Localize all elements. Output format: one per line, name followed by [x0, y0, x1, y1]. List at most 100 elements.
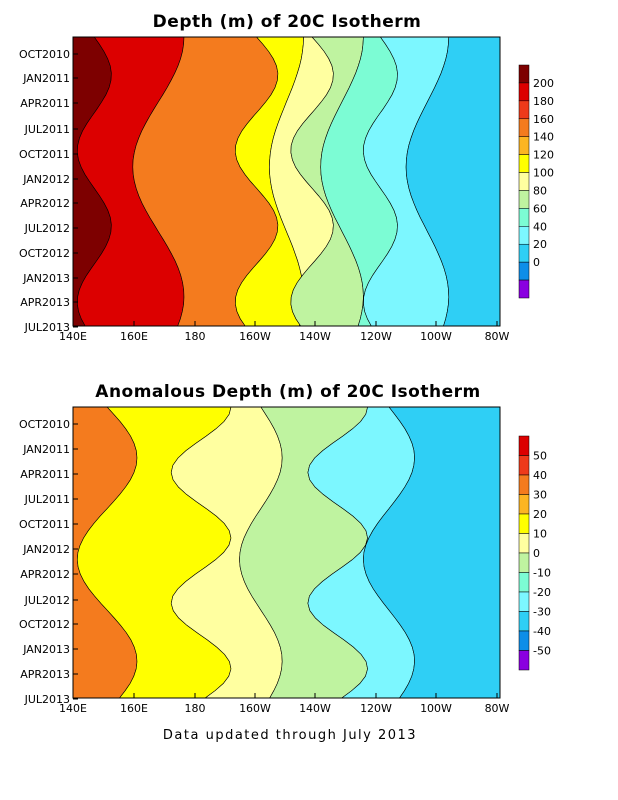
- colorbar-label: 40: [533, 220, 547, 233]
- y-tick-label: JAN2013: [22, 643, 70, 656]
- colorbar-label: 120: [533, 149, 554, 162]
- y-tick-label: APR2011: [20, 468, 70, 481]
- anomaly-colorbar: 50 40 30 20 10 0 -10 -20 -30 -40 -50: [518, 435, 551, 671]
- colorbar-swatch: [518, 455, 530, 476]
- depth-heatmap-field: [73, 37, 500, 326]
- x-tick-label: 160W: [239, 702, 271, 715]
- colorbar-swatch: [518, 533, 530, 554]
- colorbar-label: 20: [533, 508, 547, 521]
- x-tick-label: 120W: [360, 330, 392, 343]
- colorbar-label: 0: [533, 256, 540, 269]
- x-tick-label: 160E: [120, 702, 148, 715]
- colorbar-swatch: [518, 261, 530, 281]
- y-tick-label: APR2012: [20, 197, 70, 210]
- colorbar-label: -30: [533, 606, 551, 619]
- colorbar-label: -40: [533, 625, 551, 638]
- colorbar-swatch: [518, 154, 530, 173]
- colorbar-swatch: [518, 513, 530, 534]
- y-tick-label: OCT2010: [19, 418, 70, 431]
- depth-chart-title: Depth (m) of 20C Isotherm: [153, 12, 422, 32]
- y-tick-label: OCT2010: [19, 48, 70, 61]
- anomaly-heatmap-field: [73, 407, 500, 698]
- y-tick-label: JUL2012: [24, 594, 70, 607]
- colorbar-label: 180: [533, 95, 554, 108]
- colorbar-label: 200: [533, 77, 554, 90]
- colorbar-swatch: [518, 100, 530, 120]
- x-tick-label: 80W: [485, 330, 510, 343]
- depth-plot-frame: [72, 36, 501, 327]
- colorbar-label: 20: [533, 238, 547, 251]
- y-tick-label: APR2013: [20, 296, 70, 309]
- y-tick-label: JAN2012: [22, 173, 70, 186]
- colorbar-label: -20: [533, 586, 551, 599]
- y-tick-label: JUL2011: [24, 493, 70, 506]
- colorbar-swatch: [518, 208, 530, 227]
- colorbar-swatch: [518, 226, 530, 245]
- colorbar-swatch: [518, 650, 530, 671]
- colorbar-swatch: [518, 172, 530, 191]
- colorbar-label: 100: [533, 167, 554, 180]
- contour-band: [363, 407, 500, 698]
- colorbar-label: 30: [533, 489, 547, 502]
- x-tick-label: 120W: [360, 702, 392, 715]
- contour-band: [405, 37, 500, 326]
- x-tick-label: 140W: [299, 702, 331, 715]
- anomaly-y-axis: OCT2010 JAN2011 APR2011 JUL2011 OCT2011 JAN20…: [19, 418, 78, 706]
- colorbar-swatch: [518, 190, 530, 209]
- colorbar-swatch: [518, 118, 530, 137]
- colorbar-label: 40: [533, 469, 547, 482]
- y-tick-label: JAN2013: [22, 272, 70, 285]
- colorbar-label: 50: [533, 450, 547, 463]
- y-tick-label: OCT2012: [19, 247, 70, 260]
- colorbar-label: 140: [533, 131, 554, 144]
- colorbar-swatch: [518, 552, 530, 573]
- colorbar-label: 10: [533, 528, 547, 541]
- colorbar-swatch: [518, 435, 530, 456]
- y-tick-label: JAN2011: [22, 72, 70, 85]
- colorbar-swatch: [518, 572, 530, 593]
- y-tick-label: JUL2011: [24, 123, 70, 136]
- depth-x-axis: 140E 160E 180 160W 140W 120W 100W 80W: [59, 321, 510, 343]
- colorbar-label: 160: [533, 113, 554, 126]
- data-update-note: Data updated through July 2013: [163, 728, 417, 743]
- x-tick-label: 140W: [299, 330, 331, 343]
- colorbar-swatch: [518, 243, 530, 263]
- anomaly-chart-title: Anomalous Depth (m) of 20C Isotherm: [95, 382, 480, 402]
- y-tick-label: JUL2013: [24, 321, 70, 334]
- x-tick-label: 180: [185, 330, 206, 343]
- colorbar-label: 80: [533, 184, 547, 197]
- x-tick-label: 160E: [120, 330, 148, 343]
- colorbar-swatch: [518, 279, 530, 299]
- colorbar-swatch: [518, 64, 530, 84]
- y-tick-label: JUL2012: [24, 222, 70, 235]
- anomaly-panel: Anomalous Depth (m) of 20C Isotherm OCT2…: [19, 382, 551, 715]
- depth-y-axis: OCT2010 JAN2011 APR2011 JUL2011 OCT2011 JAN20…: [19, 48, 78, 334]
- colorbar-swatch: [518, 474, 530, 495]
- depth-panel: Depth (m) of 20C Isotherm OCT2010 JAN2011…: [19, 12, 554, 343]
- y-tick-label: APR2013: [20, 668, 70, 681]
- y-tick-label: JUL2013: [24, 693, 70, 706]
- x-tick-label: 100W: [420, 702, 452, 715]
- anomaly-x-axis: 140E 160E 180 160W 140W 120W 100W 80W: [59, 693, 510, 715]
- anomaly-plot-frame: [72, 406, 501, 699]
- colorbar-label: 60: [533, 202, 547, 215]
- colorbar-label: -10: [533, 567, 551, 580]
- x-tick-label: 80W: [485, 702, 510, 715]
- colorbar-label: 0: [533, 547, 540, 560]
- colorbar-swatch: [518, 136, 530, 155]
- y-tick-label: JAN2012: [22, 543, 70, 556]
- y-tick-label: APR2012: [20, 568, 70, 581]
- colorbar-swatch: [518, 630, 530, 651]
- colorbar-swatch: [518, 611, 530, 632]
- x-tick-label: 160W: [239, 330, 271, 343]
- colorbar-swatch: [518, 494, 530, 515]
- y-tick-label: APR2011: [20, 97, 70, 110]
- x-tick-label: 180: [185, 702, 206, 715]
- y-tick-label: OCT2011: [19, 148, 70, 161]
- y-tick-label: OCT2011: [19, 518, 70, 531]
- y-tick-label: OCT2012: [19, 618, 70, 631]
- colorbar-label: -50: [533, 645, 551, 658]
- x-tick-label: 140E: [59, 702, 87, 715]
